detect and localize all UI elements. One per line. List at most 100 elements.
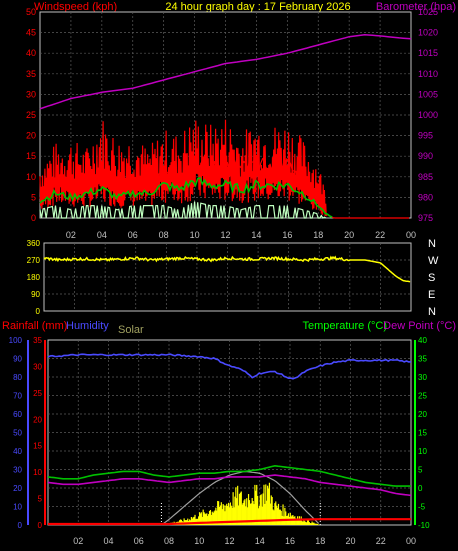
rainfall-axis-label: Rainfall (mm) xyxy=(2,320,67,332)
temperature-tick-label: 35 xyxy=(418,355,427,364)
wind-x-tick-label: 22 xyxy=(375,230,385,240)
rain-tick-label: 10 xyxy=(33,468,42,477)
baro-tick-label: 995 xyxy=(418,131,433,141)
calm-series-line xyxy=(39,201,327,219)
direction-tick-label: 180 xyxy=(27,273,41,282)
wind-x-tick-label: 10 xyxy=(190,230,200,240)
humidity-series-line xyxy=(47,353,412,380)
wind-tick-label: 15 xyxy=(26,151,36,161)
direction-tick-label: 90 xyxy=(31,290,40,299)
rain-tick-label: 35 xyxy=(33,336,42,345)
wind-direction-series-line xyxy=(43,255,411,283)
temperature-tick-label: 10 xyxy=(418,447,427,456)
chart-title: 24 hour graph day : 17 February 2026 xyxy=(165,1,350,13)
humidity-axis-label: Humidity xyxy=(66,320,109,332)
climate-x-tick-label: 14 xyxy=(255,536,265,546)
climate-x-tick-label: 06 xyxy=(134,536,144,546)
baro-tick-label: 990 xyxy=(418,151,433,161)
temperature-tick-label: 30 xyxy=(418,373,427,382)
humidity-tick-label: 0 xyxy=(18,521,23,530)
rain-tick-label: 20 xyxy=(33,415,42,424)
wind-x-tick-label: 04 xyxy=(97,230,107,240)
baro-tick-label: 1010 xyxy=(418,69,438,79)
temperature-axis-label: Temperature (°C) xyxy=(303,320,387,332)
baro-tick-label: 980 xyxy=(418,192,433,202)
barometer-axis-label: Barometer (hpa) xyxy=(376,1,456,13)
rainfall-series-line xyxy=(48,518,411,526)
baro-tick-label: 985 xyxy=(418,172,433,182)
humidity-tick-label: 50 xyxy=(13,429,22,438)
compass-label: W xyxy=(428,255,439,267)
humidity-tick-label: 20 xyxy=(13,484,22,493)
wind-tick-label: 30 xyxy=(26,89,36,99)
baro-tick-label: 1005 xyxy=(418,89,438,99)
temperature-tick-label: -10 xyxy=(418,521,430,530)
humidity-tick-label: 60 xyxy=(13,410,22,419)
wind-tick-label: 50 xyxy=(26,7,36,17)
rain-tick-label: 5 xyxy=(38,495,43,504)
baro-tick-label: 1015 xyxy=(418,48,438,58)
temperature-tick-label: 20 xyxy=(418,410,427,419)
temperature-tick-label: -5 xyxy=(418,503,426,512)
baro-tick-label: 1025 xyxy=(418,7,438,17)
wind-tick-label: 40 xyxy=(26,48,36,58)
humidity-tick-label: 30 xyxy=(13,466,22,475)
climate-x-tick-label: 08 xyxy=(164,536,174,546)
compass-label: N xyxy=(428,238,436,250)
wind-tick-label: 20 xyxy=(26,131,36,141)
humidity-tick-label: 70 xyxy=(13,392,22,401)
wind-x-tick-label: 14 xyxy=(251,230,261,240)
baro-tick-label: 975 xyxy=(418,213,433,223)
compass-label: S xyxy=(428,272,435,284)
climate-x-tick-label: 04 xyxy=(103,536,113,546)
wind-tick-label: 25 xyxy=(26,110,36,120)
temperature-tick-label: 0 xyxy=(418,484,423,493)
temperature-tick-label: 25 xyxy=(418,392,427,401)
wind-x-tick-label: 08 xyxy=(159,230,169,240)
rain-tick-label: 25 xyxy=(33,389,42,398)
plots: 0510152025303540455097598098599099510001… xyxy=(9,7,439,546)
humidity-tick-label: 90 xyxy=(13,355,22,364)
wind-x-tick-label: 02 xyxy=(66,230,76,240)
climate-x-tick-label: 02 xyxy=(73,536,83,546)
wind-tick-label: 5 xyxy=(31,192,36,202)
temperature-tick-label: 15 xyxy=(418,429,427,438)
temperature-series-line xyxy=(47,464,411,487)
wind-tick-label: 10 xyxy=(26,172,36,182)
climate-x-tick-label: 00 xyxy=(406,536,416,546)
baro-tick-label: 1000 xyxy=(418,110,438,120)
barometer-series-line xyxy=(39,33,412,110)
climate-x-tick-label: 12 xyxy=(224,536,234,546)
humidity-tick-label: 10 xyxy=(13,503,22,512)
climate-x-tick-label: 22 xyxy=(376,536,386,546)
dewpoint-axis-label: Dew Point (°C) xyxy=(383,320,456,332)
temperature-tick-label: 5 xyxy=(418,466,423,475)
compass-label: E xyxy=(428,289,435,301)
gust-series-line xyxy=(39,119,327,217)
rain-tick-label: 0 xyxy=(38,521,43,530)
wind-tick-label: 45 xyxy=(26,28,36,38)
wind-x-tick-label: 06 xyxy=(128,230,138,240)
humidity-tick-label: 80 xyxy=(13,373,22,382)
solar-axis-label: Solar xyxy=(118,324,144,336)
wind-x-tick-label: 18 xyxy=(313,230,323,240)
wind-x-tick-label: 12 xyxy=(220,230,230,240)
climate-x-tick-label: 18 xyxy=(315,536,325,546)
climate-x-tick-label: 20 xyxy=(345,536,355,546)
windspeed-axis-label: Windspeed (kph) xyxy=(34,1,117,13)
temperature-tick-label: 40 xyxy=(418,336,427,345)
direction-tick-label: 360 xyxy=(27,239,41,248)
baro-tick-label: 1020 xyxy=(418,28,438,38)
direction-tick-label: 270 xyxy=(27,256,41,265)
wind-x-tick-label: 16 xyxy=(282,230,292,240)
compass-label: N xyxy=(428,306,436,318)
wind-x-tick-label: 00 xyxy=(406,230,416,240)
wind-tick-label: 35 xyxy=(26,69,36,79)
direction-tick-label: 0 xyxy=(36,307,41,316)
wind-tick-label: 0 xyxy=(31,213,36,223)
average-wind-series-line xyxy=(39,176,333,218)
rain-tick-label: 15 xyxy=(33,442,42,451)
wind-x-tick-label: 20 xyxy=(344,230,354,240)
